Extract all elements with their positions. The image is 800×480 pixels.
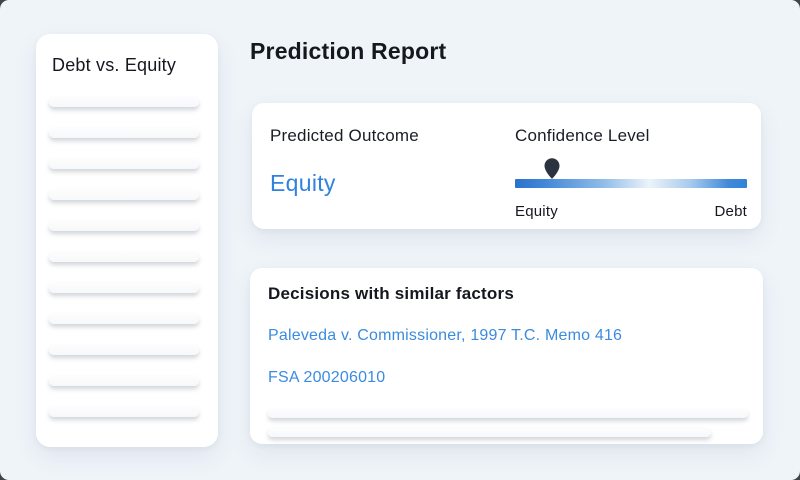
skeleton-line xyxy=(49,345,199,355)
skeleton-line xyxy=(49,221,199,231)
skeleton-line xyxy=(49,283,199,293)
skeleton-line xyxy=(49,314,199,324)
skeleton-line xyxy=(49,407,199,417)
predicted-outcome-value: Equity xyxy=(270,170,336,196)
sidebar-skeleton-list xyxy=(49,97,205,417)
sidebar-card: Debt vs. Equity xyxy=(36,34,218,447)
scale-left-label: Equity xyxy=(515,203,558,220)
decision-link[interactable]: Paleveda v. Commissioner, 1997 T.C. Memo… xyxy=(268,327,623,344)
confidence-slider-track[interactable] xyxy=(515,158,747,188)
decisions-skeleton-list xyxy=(268,409,748,437)
outcome-card: Predicted Outcome Equity Confidence Leve… xyxy=(252,103,761,229)
decisions-card: Decisions with similar factors Paleveda … xyxy=(250,268,763,444)
skeleton-line xyxy=(49,159,199,169)
confidence-block: Confidence Level Equity Debt xyxy=(515,126,747,220)
skeleton-line xyxy=(49,97,199,107)
skeleton-line xyxy=(268,428,711,437)
skeleton-line xyxy=(49,376,199,386)
confidence-pin-icon[interactable] xyxy=(544,158,560,179)
page-title: Prediction Report xyxy=(250,38,447,64)
predicted-outcome-label: Predicted Outcome xyxy=(270,126,419,145)
predicted-outcome-block: Predicted Outcome Equity xyxy=(270,126,419,197)
scale-right-label: Debt xyxy=(714,203,747,220)
decisions-title: Decisions with similar factors xyxy=(268,284,514,303)
confidence-scale: Equity Debt xyxy=(515,203,747,220)
confidence-level-label: Confidence Level xyxy=(515,126,650,145)
skeleton-line xyxy=(268,409,748,418)
skeleton-line xyxy=(49,128,199,138)
sidebar-title: Debt vs. Equity xyxy=(52,55,177,75)
skeleton-line xyxy=(49,190,199,200)
decision-link[interactable]: FSA 200206010 xyxy=(268,369,386,386)
skeleton-line xyxy=(49,252,199,262)
